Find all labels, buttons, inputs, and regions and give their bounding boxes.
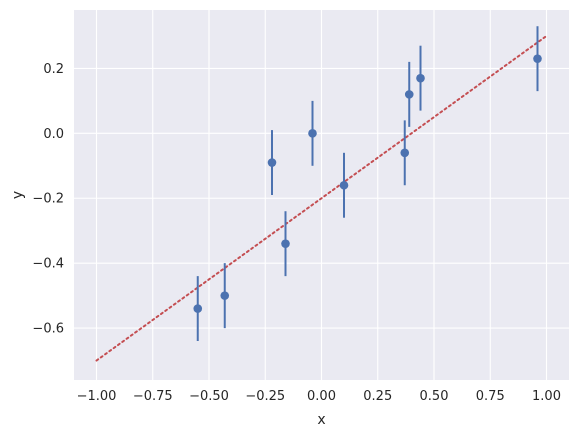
x-tick-label: 1.00 [532, 389, 561, 404]
data-points-layer [193, 26, 542, 342]
data-point [404, 90, 414, 99]
x-tick-label: −0.50 [189, 389, 229, 404]
data-point [533, 54, 542, 63]
y-tick-label: −0.2 [32, 192, 64, 207]
y-axis-label: y [10, 191, 26, 199]
fit-line-layer [95, 34, 548, 362]
data-point [339, 180, 349, 190]
x-tick-labels: −1.00 −0.75 −0.50 −0.25 0.00 0.25 0.50 0.75 1.00 [77, 389, 561, 404]
data-point [193, 304, 203, 313]
x-tick-label: −1.00 [77, 389, 117, 404]
y-tick-labels: −0.6 −0.4 −0.2 0.0 0.2 [32, 62, 64, 337]
x-tick-label: −0.25 [245, 389, 285, 404]
y-tick-label: −0.4 [32, 257, 64, 272]
x-axis-label: x [317, 412, 325, 428]
data-point [416, 73, 425, 83]
x-tick-label: 0.50 [420, 389, 449, 404]
data-point [267, 158, 277, 167]
x-tick-label: 0.00 [307, 389, 336, 404]
fit-line [95, 34, 548, 362]
x-tick-label: 0.25 [363, 389, 392, 404]
y-tick-label: 0.2 [43, 62, 64, 77]
data-point [281, 239, 290, 248]
data-point [220, 291, 230, 300]
data-point [308, 129, 317, 138]
x-tick-label: −0.75 [133, 389, 173, 404]
x-tick-label: 0.75 [476, 389, 505, 404]
y-tick-label: 0.0 [43, 127, 64, 142]
y-tick-label: −0.6 [32, 322, 64, 337]
data-point [400, 148, 410, 158]
grid [74, 10, 569, 380]
